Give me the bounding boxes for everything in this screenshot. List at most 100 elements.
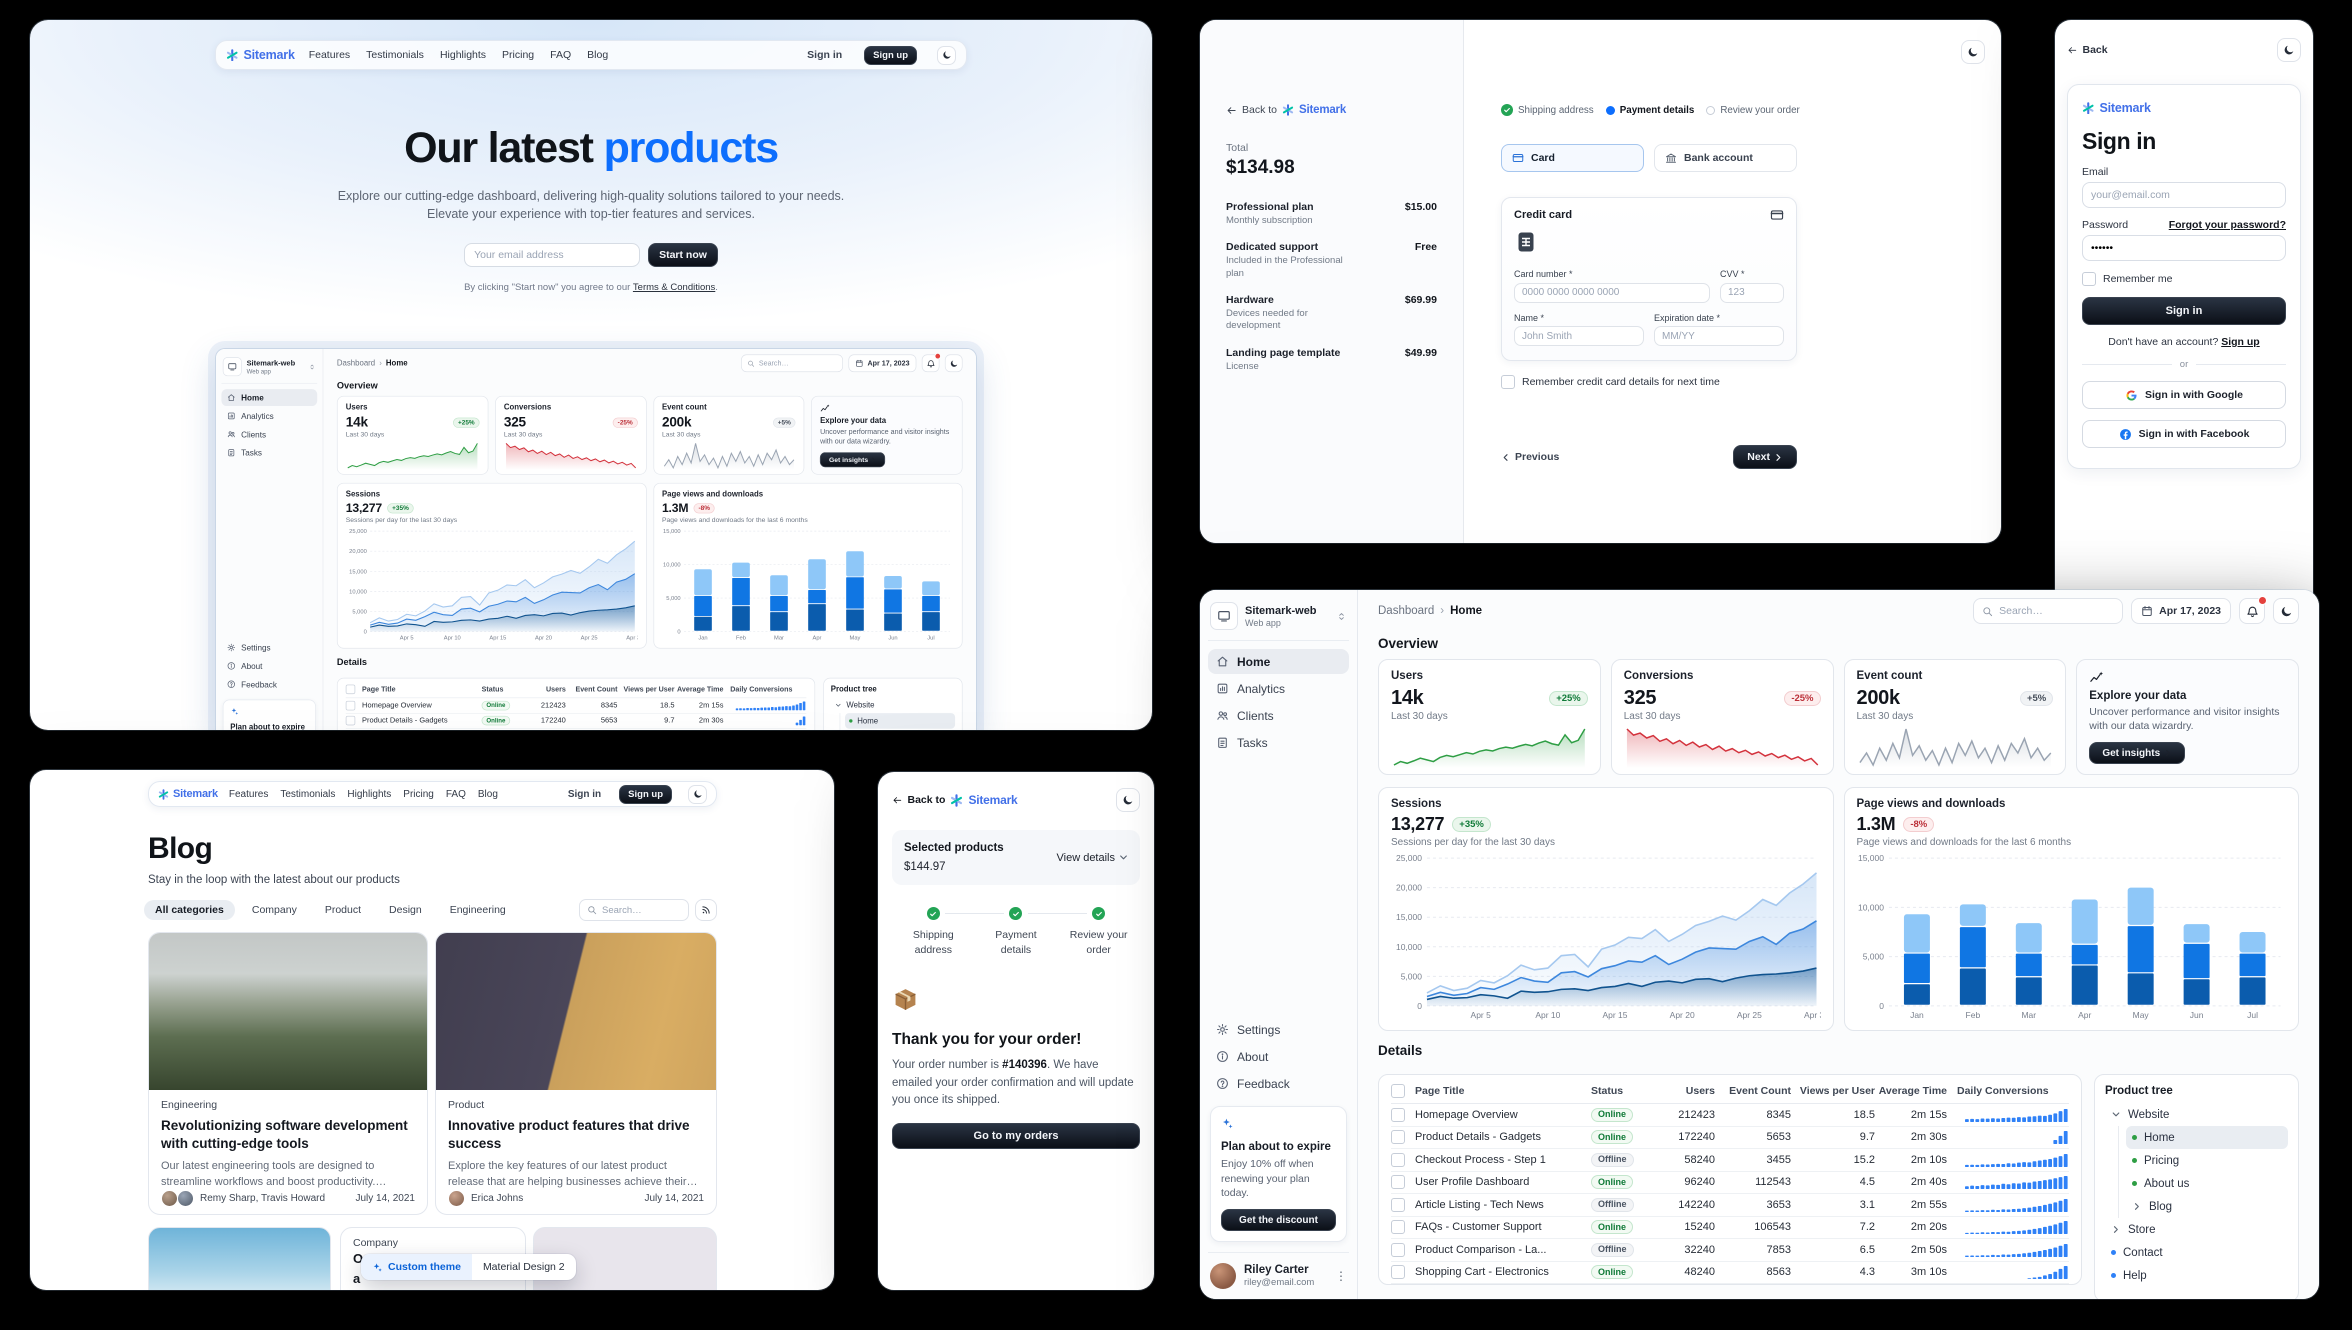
bank-account-tab[interactable]: Bank account [1654,144,1797,172]
tree-item-pricing[interactable]: Pricing [845,729,955,730]
theme-toggle-button[interactable] [688,784,707,804]
nav-link[interactable]: Features [308,49,351,61]
stat-card[interactable]: Users 14k +25% Last 30 days [1378,659,1601,775]
sidebar-item[interactable]: About [1208,1044,1349,1069]
table-row[interactable]: Checkout Process - Step 1 Offline 58240 … [1391,1149,2069,1172]
blog-post-card[interactable]: Product Innovative product features that… [435,932,717,1215]
get-insights-button[interactable]: Get insights [820,452,886,468]
table-row[interactable]: Homepage Overview Online 212423 8345 18.… [345,698,807,714]
sidebar-item[interactable]: Home [221,389,318,407]
row-checkbox[interactable] [1391,1197,1405,1212]
tree-item-blog[interactable]: Blog [2126,1195,2288,1218]
sign-in-button[interactable]: Sign in [2082,297,2286,325]
tree-item-home[interactable]: Home [845,713,956,729]
table-row[interactable]: Product Details - Gadgets Online 172240 … [345,713,807,729]
select-all-checkbox[interactable] [1391,1084,1405,1098]
search-input[interactable] [602,904,681,916]
nav-link[interactable]: FAQ [445,788,466,800]
sidebar-item[interactable]: Settings [1208,1017,1349,1042]
date-picker-button[interactable]: Apr 17, 2023 [2131,598,2231,624]
nav-link[interactable]: Pricing [502,49,535,61]
table-row[interactable]: Product Details - Gadgets Online 172240 … [1391,1127,2069,1149]
workspace-selector[interactable]: Sitemark-web Web app [1208,600,1349,641]
theme-toggle-button[interactable] [944,354,963,373]
row-checkbox[interactable] [1391,1107,1405,1122]
name-input[interactable] [1514,326,1644,346]
sign-up-button[interactable]: Sign up [864,45,917,65]
stat-card[interactable]: Users 14k +25% Last 30 days [336,395,489,475]
sidebar-item[interactable]: Tasks [1208,730,1349,755]
step-payment-details[interactable]: Payment details [1605,105,1694,116]
sidebar-item[interactable]: Feedback [1208,1071,1349,1096]
theme-toggle-button[interactable] [1116,788,1140,812]
row-checkbox[interactable] [1391,1242,1405,1257]
theme-toggle-button[interactable] [2277,38,2301,62]
table-row[interactable]: Article Listing - Tech News Offline 1422… [1391,1194,2069,1217]
table-row[interactable]: Checkout Process - Step 1 Offline 58240 … [346,729,807,730]
stat-card[interactable]: Conversions 325 -25% Last 30 days [495,395,647,475]
sidebar-item[interactable]: Analytics [1208,676,1349,701]
chevron-up-down-icon[interactable] [1336,611,1347,622]
tree-item-about-us[interactable]: About us [2126,1172,2288,1195]
back-link[interactable]: Back to Sitemark [1226,104,1437,116]
sign-in-link[interactable]: Sign in [567,788,602,800]
chevron-up-down-icon[interactable] [308,363,315,370]
tree-item-contact[interactable]: Contact [2105,1241,2288,1264]
search-box[interactable] [1973,598,2124,624]
sign-up-link[interactable]: Sign up [2221,336,2260,348]
nav-link[interactable]: Testimonials [280,788,336,800]
nav-link[interactable]: Blog [587,49,609,61]
search-input[interactable] [1999,605,2115,617]
brand-logo[interactable]: Sitemark [158,788,218,800]
theme-toggle-button[interactable] [2273,598,2299,624]
expiration-date-input[interactable] [1654,326,1784,346]
table-row[interactable]: FAQs - Customer Support Online 15240 106… [1391,1217,2069,1239]
table-row[interactable]: Product Comparison - La... Offline 32240… [1391,1239,2069,1262]
facebook-sign-in-button[interactable]: Sign in with Facebook [2082,420,2286,448]
theme-toggle-button[interactable] [1961,40,1985,64]
previous-button[interactable]: Previous [1501,451,1559,463]
go-to-orders-button[interactable]: Go to my orders [892,1123,1140,1150]
search-box[interactable] [741,354,844,373]
tree-item-website[interactable]: Website [2105,1103,2288,1126]
start-now-button[interactable]: Start now [648,243,718,268]
table-row[interactable]: Homepage Overview Online 212423 8345 18.… [1391,1104,2069,1127]
sidebar-item[interactable]: Tasks [221,444,317,461]
step-review-order[interactable]: Review your order [1706,105,1800,116]
brand-logo[interactable]: Sitemark [226,48,295,62]
row-checkbox[interactable] [1391,1265,1405,1280]
category-filter-chip[interactable]: All categories [144,900,235,920]
custom-theme-option[interactable]: Custom theme [361,1254,472,1280]
nav-link[interactable]: Testimonials [366,49,424,61]
tree-item-pricing[interactable]: Pricing [2126,1149,2288,1172]
tree-item-website[interactable]: Website [831,697,955,713]
nav-link[interactable]: Pricing [403,788,434,800]
sidebar-item[interactable]: Home [1208,649,1349,674]
post-image-sky[interactable] [148,1227,331,1290]
tree-item-home[interactable]: Home [2126,1126,2288,1149]
sidebar-item[interactable]: Settings [221,639,317,656]
terms-link[interactable]: Terms & Conditions [632,282,716,294]
workspace-selector[interactable]: Sitemark-web Web app [221,356,318,384]
email-field[interactable] [2082,182,2286,208]
category-filter-chip[interactable]: Engineering [449,904,506,916]
rss-feed-button[interactable] [695,899,717,921]
material-design-option[interactable]: Material Design 2 [482,1261,565,1273]
stat-card[interactable]: Event count 200k +5% Last 30 days [653,395,805,475]
row-checkbox[interactable] [345,700,356,711]
get-insights-button[interactable]: Get insights [2089,742,2186,764]
table-row[interactable]: User Profile Dashboard Online 96240 1125… [1391,1172,2069,1194]
cvv-input[interactable] [1720,282,1784,303]
category-filter-chip[interactable]: Company [251,904,297,916]
blog-search-box[interactable] [579,899,689,921]
table-row[interactable]: Shopping Cart - Electronics Online 48240… [1391,1262,2069,1284]
step-shipping-address[interactable]: Shipping address [1501,104,1594,116]
sidebar-item[interactable]: Analytics [221,407,317,424]
remember-card-checkbox[interactable] [1501,375,1515,389]
card-number-input[interactable] [1514,282,1710,303]
forgot-password-link[interactable]: Forgot your password? [2168,219,2286,231]
nav-link[interactable]: FAQ [550,49,572,61]
back-link[interactable]: Back to Sitemark [892,793,1018,807]
nav-link[interactable]: Blog [477,788,498,800]
search-input[interactable] [758,359,837,368]
